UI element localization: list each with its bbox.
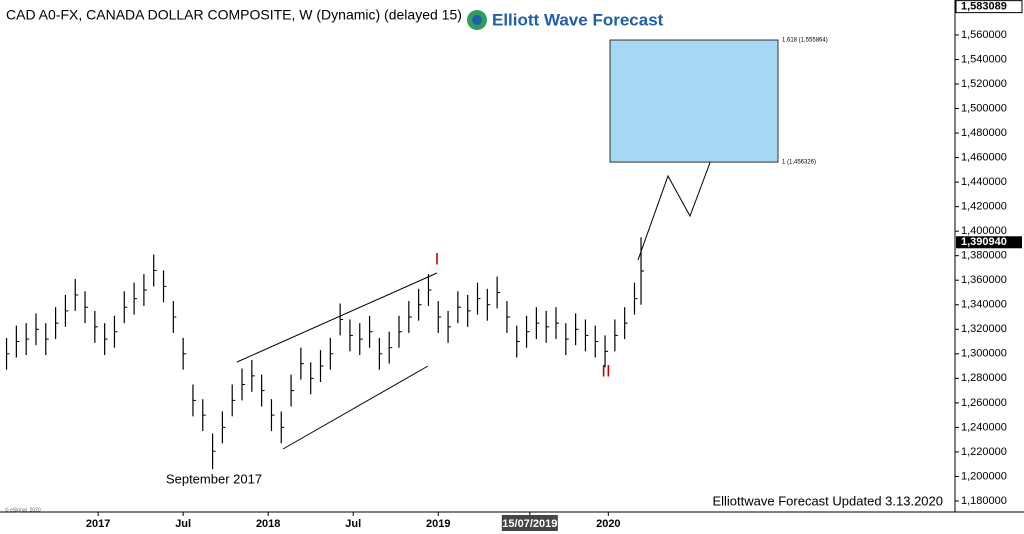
y-tick-label: 1,520000: [961, 78, 1007, 90]
y-tick-label: 1,300000: [961, 348, 1007, 360]
y-tick-label: 1,360000: [961, 274, 1007, 286]
last-price-marker: [956, 236, 1022, 249]
price-marker-label: 1,583089: [961, 1, 1007, 13]
y-tick-label: 1,460000: [961, 151, 1007, 163]
target-label: 1.618 (1,555864): [782, 38, 828, 44]
y-tick-label: 1,540000: [961, 53, 1007, 65]
wave-label: II: [601, 361, 610, 380]
price-marker: [955, 0, 1023, 14]
x-tick-label: 15/07/2019: [502, 518, 557, 530]
y-tick-label: 1,240000: [961, 421, 1007, 433]
y-tick-label: 1,280000: [961, 372, 1007, 384]
wedge-line: [282, 365, 429, 450]
wave-label: I: [435, 249, 440, 268]
last-price-label: 1,390940: [961, 236, 1007, 248]
y-tick-label: 1,400000: [961, 225, 1007, 237]
y-tick-label: 1,440000: [961, 176, 1007, 188]
x-tick-label: 2018: [256, 518, 280, 530]
x-tick-label: Jul: [345, 518, 361, 530]
logo-text: Elliott Wave Forecast: [492, 10, 664, 29]
y-tick-label: 1,180000: [961, 495, 1007, 507]
annotation: Elliottwave Forecast Updated 3.13.2020: [712, 493, 943, 508]
y-tick-label: 1,320000: [961, 323, 1007, 335]
y-tick-label: 1,420000: [961, 201, 1007, 213]
y-tick-label: 1,380000: [961, 250, 1007, 262]
logo: Elliott Wave Forecast: [467, 10, 664, 30]
x-tick-label: 2019: [426, 518, 450, 530]
x-tick-label: Jul: [175, 518, 191, 530]
logo-icon-inner: [472, 15, 482, 25]
y-tick-label: 1,340000: [961, 299, 1007, 311]
x-tick-label: 2020: [596, 518, 620, 530]
projection-path: [637, 151, 715, 261]
y-tick-label: 1,260000: [961, 397, 1007, 409]
annotation: September 2017: [166, 471, 262, 486]
y-tick-label: 1,200000: [961, 470, 1007, 482]
target-box: [609, 39, 779, 163]
source: © eSignal, 2020: [5, 506, 41, 513]
wedge-line: [236, 272, 438, 363]
y-tick-label: 1,220000: [961, 446, 1007, 458]
y-tick-label: 1,500000: [961, 102, 1007, 114]
x-tick-label: 2017: [86, 518, 110, 530]
y-tick-label: 1,480000: [961, 127, 1007, 139]
y-tick-label: 1,560000: [961, 29, 1007, 41]
target-label: 1 (1,456326): [782, 160, 816, 166]
x-tick-highlight: [501, 515, 558, 531]
chart-title: CAD A0-FX, CANADA DOLLAR COMPOSITE, W (D…: [6, 7, 462, 23]
